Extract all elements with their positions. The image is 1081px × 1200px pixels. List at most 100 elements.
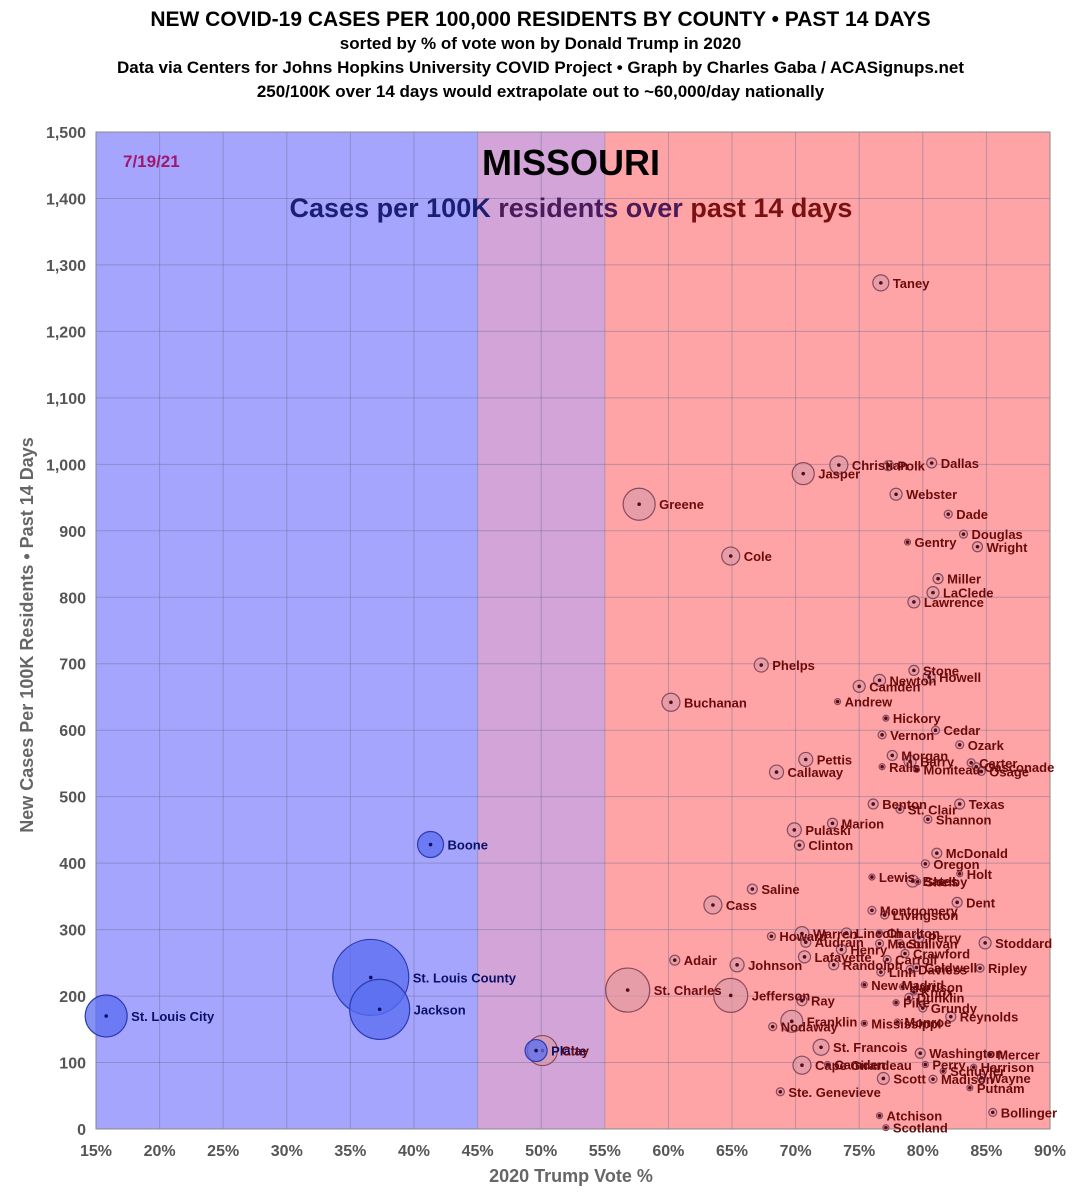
point-center xyxy=(672,958,677,962)
point-center xyxy=(879,281,883,285)
label-gasconade: Gasconade xyxy=(984,760,1054,775)
point-center xyxy=(975,544,980,549)
label-crawford: Crawford xyxy=(913,947,970,962)
point-center xyxy=(830,821,835,826)
label-daviess: Daviess xyxy=(918,962,967,977)
point-center xyxy=(890,753,895,758)
point-center xyxy=(428,842,433,847)
red-zone xyxy=(604,132,1050,1129)
point-center xyxy=(941,1069,945,1073)
label-madison: Madison xyxy=(941,1072,994,1087)
point-center xyxy=(983,941,987,945)
point-center xyxy=(884,716,888,721)
label-linn: Linn xyxy=(889,965,916,980)
point-center xyxy=(894,1000,898,1005)
label-howell: Howell xyxy=(939,670,981,685)
label-mercer: Mercer xyxy=(997,1048,1040,1063)
point-center xyxy=(880,733,884,737)
label-nodaway: Nodaway xyxy=(781,1020,839,1035)
label-henry: Henry xyxy=(850,943,888,958)
point-center xyxy=(877,678,882,683)
label-gentry: Gentry xyxy=(915,535,958,550)
point-center xyxy=(870,908,874,913)
y-tick-label: 1,000 xyxy=(46,457,86,474)
point-center xyxy=(534,1048,538,1053)
label-holt: Holt xyxy=(967,867,993,882)
point-center xyxy=(870,875,874,879)
chart-source-credit: Data via Centers for Johns Hopkins Unive… xyxy=(116,58,965,77)
label-perry: Perry xyxy=(928,931,962,946)
x-tick-label: 90% xyxy=(1034,1143,1066,1160)
point-center xyxy=(957,871,962,876)
chart-extrapolation-note: 250/100K over 14 days would extrapolate … xyxy=(256,82,825,101)
point-center xyxy=(900,984,905,989)
label-st-charles: St. Charles xyxy=(654,983,722,998)
x-tick-label: 85% xyxy=(970,1143,1002,1160)
purple-zone xyxy=(477,132,605,1129)
point-center xyxy=(917,935,921,940)
point-center xyxy=(803,757,808,762)
point-center xyxy=(759,663,764,667)
label-oregon: Oregon xyxy=(933,857,979,872)
point-center xyxy=(974,764,979,769)
label-buchanan: Buchanan xyxy=(684,695,747,710)
y-tick-label: 1,300 xyxy=(46,258,86,275)
label-reynolds: Reynolds xyxy=(960,1010,1019,1025)
point-center xyxy=(946,512,951,516)
label-lafayette: Lafayette xyxy=(815,950,872,965)
point-center xyxy=(979,1076,984,1080)
blue-zone xyxy=(96,132,478,1129)
label-perry: Perry xyxy=(932,1058,966,1073)
label-pike: Pike xyxy=(903,996,930,1011)
point-center xyxy=(839,947,844,952)
label-franklin: Franklin xyxy=(807,1014,858,1029)
point-center xyxy=(957,802,962,806)
label-benton: Benton xyxy=(882,797,927,812)
y-tick-label: 1,200 xyxy=(46,324,86,341)
label-randolph: Randolph xyxy=(843,958,903,973)
point-center xyxy=(898,941,902,946)
label-harrison: Harrison xyxy=(909,980,963,995)
label-barry: Barry xyxy=(920,754,955,769)
point-center xyxy=(979,769,984,774)
y-tick-label: 800 xyxy=(59,590,86,607)
label-boone: Boone xyxy=(448,838,488,853)
point-center xyxy=(912,600,916,604)
label-charlton: Charlton xyxy=(887,926,941,941)
point-center xyxy=(778,1089,783,1094)
label-scotland: Scotland xyxy=(893,1121,948,1136)
point-center xyxy=(104,1014,108,1018)
point-center xyxy=(882,913,887,917)
point-center xyxy=(886,463,891,468)
point-center xyxy=(844,931,849,935)
label-taney: Taney xyxy=(893,276,930,291)
point-center xyxy=(955,900,959,905)
label-johnson: Johnson xyxy=(748,958,802,973)
x-axis-label: 2020 Trump Vote % xyxy=(489,1166,653,1186)
label-miller: Miller xyxy=(947,572,981,587)
point-center xyxy=(929,461,934,465)
point-center xyxy=(894,492,898,497)
point-center xyxy=(912,668,916,673)
label-sullivan: Sullivan xyxy=(908,937,958,952)
label-grundy: Grundy xyxy=(931,1001,978,1016)
label-andrew: Andrew xyxy=(845,695,894,710)
label-newton: Newton xyxy=(890,673,937,688)
label-knox: Knox xyxy=(921,985,954,1000)
x-tick-label: 25% xyxy=(207,1143,239,1160)
label-laclede: LaClede xyxy=(943,586,994,601)
label-stone: Stone xyxy=(923,663,959,678)
label-livingston: Livingston xyxy=(893,908,959,923)
point-center xyxy=(769,934,774,939)
label-webster: Webster xyxy=(906,487,957,502)
y-axis-label: New Cases Per 100K Residents • Past 14 D… xyxy=(17,437,37,833)
point-center xyxy=(990,1110,995,1115)
point-center xyxy=(881,1076,886,1081)
plot-border xyxy=(95,131,1051,1130)
point-center xyxy=(800,1063,804,1067)
point-center xyxy=(926,817,930,822)
point-center xyxy=(934,851,939,855)
point-center xyxy=(800,931,804,936)
point-center xyxy=(837,463,841,467)
y-tick-label: 700 xyxy=(59,657,86,674)
